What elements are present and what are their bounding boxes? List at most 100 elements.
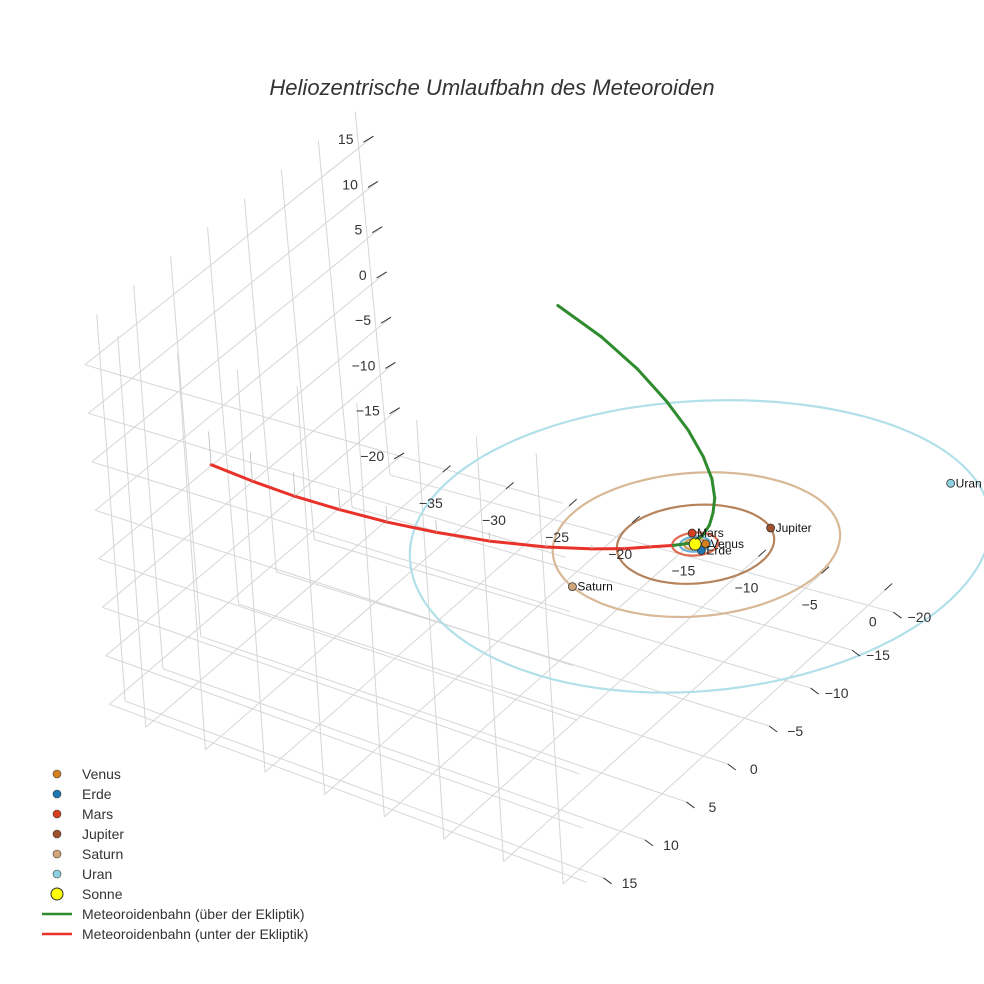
wall-gridline xyxy=(96,314,126,702)
legend-label: Erde xyxy=(82,786,112,802)
orbit-mars xyxy=(671,531,720,557)
floor-gridline xyxy=(264,505,570,773)
y-tick-label: −20 xyxy=(908,609,932,625)
x-tick xyxy=(505,482,514,490)
wall-gridline xyxy=(207,227,240,605)
floor-gridline xyxy=(162,668,646,841)
floor-gridline xyxy=(562,589,886,885)
x-tick xyxy=(695,532,704,540)
z-tick-label: 0 xyxy=(359,267,367,283)
x-tick-label: 0 xyxy=(869,613,877,629)
z-tick-label: −20 xyxy=(360,448,384,464)
wall-gridline xyxy=(475,436,505,862)
meteoroid-track-segment xyxy=(385,520,439,534)
y-tick-label: 5 xyxy=(708,799,716,815)
planet-label: Venus xyxy=(711,537,744,551)
meteoroid-track-segment xyxy=(711,496,717,515)
legend-label: Mars xyxy=(82,806,113,822)
wall-gridline xyxy=(94,271,387,511)
y-tick xyxy=(768,725,778,733)
orbit-erde xyxy=(678,535,712,553)
y-tick xyxy=(727,763,737,771)
z-tick xyxy=(367,181,379,188)
meteoroid-track-segment xyxy=(648,543,675,549)
y-tick xyxy=(686,801,695,809)
wall-gridline xyxy=(317,140,353,508)
y-tick-label: −15 xyxy=(866,647,890,663)
x-tick-label: −20 xyxy=(608,546,632,562)
x-tick xyxy=(758,549,767,557)
wall-gridline xyxy=(98,316,392,560)
meteoroid-track-segment xyxy=(635,367,668,403)
ecliptic-dropline xyxy=(292,472,296,497)
ecliptic-dropline xyxy=(249,452,253,482)
y-tick-label: 15 xyxy=(622,875,638,891)
z-tick xyxy=(363,135,374,143)
meteoroid-track-segment xyxy=(622,545,652,551)
meteoroid-track-segment xyxy=(544,545,594,551)
planet-marker-jupiter xyxy=(766,523,776,533)
x-tick xyxy=(821,566,830,574)
legend-label: Jupiter xyxy=(82,826,124,842)
meteoroid-track-segment xyxy=(664,399,690,432)
floor-gridline xyxy=(503,573,822,863)
wall-gridline xyxy=(296,386,326,795)
wall-gridline xyxy=(354,111,391,475)
meteoroid-track-segment xyxy=(488,539,548,549)
wall-gridline xyxy=(416,419,445,840)
legend-marker-swatch xyxy=(52,769,62,779)
meteoroid-track-segment xyxy=(671,541,693,547)
ecliptic-dropline xyxy=(338,490,341,510)
planet-marker-saturn xyxy=(568,582,577,592)
floor-gridline xyxy=(324,522,633,795)
floor-gridline xyxy=(443,556,759,840)
z-tick-label: 15 xyxy=(338,131,354,147)
chart-title: Heliozentrische Umlaufbahn des Meteoroid… xyxy=(269,75,714,100)
ecliptic-dropline xyxy=(488,532,490,542)
meteoroid-track-segment xyxy=(707,511,715,527)
wall-gridline xyxy=(243,198,277,572)
z-tick xyxy=(393,452,405,460)
legend: Venus Erde Mars Jupiter Saturn Uran Sonne Meteo… xyxy=(42,766,308,942)
x-tick-label: −25 xyxy=(545,529,569,545)
legend-label: Meteoroidenbahn (über der Ekliptik) xyxy=(82,906,305,922)
meteoroid-track-segment xyxy=(209,463,254,483)
floor-gridline xyxy=(200,635,687,803)
meteoroid-track-segment xyxy=(435,530,492,543)
meteoroid-track-segment xyxy=(599,335,639,371)
y-tick xyxy=(851,649,861,657)
legend-label: Uran xyxy=(82,866,112,882)
floor-gridline xyxy=(145,471,444,728)
x-tick-label: −5 xyxy=(802,596,818,612)
z-tick xyxy=(385,362,396,369)
z-tick-label: 5 xyxy=(354,222,362,238)
legend-label: Saturn xyxy=(82,846,123,862)
meteoroid-track-segment xyxy=(250,479,297,498)
planet-label: Mars xyxy=(697,526,724,540)
sun-marker xyxy=(688,537,702,551)
meteoroid-track-segment xyxy=(686,428,705,458)
x-tick-label: −15 xyxy=(672,563,696,579)
floor-gridline xyxy=(389,474,894,613)
y-tick-label: −10 xyxy=(825,685,849,701)
wall-gridline xyxy=(87,181,379,414)
x-tick xyxy=(884,583,893,591)
wall-gridline xyxy=(105,655,584,829)
wall-gridline xyxy=(133,285,164,669)
floor-gridline xyxy=(205,488,507,751)
wall-gridline xyxy=(95,509,573,667)
x-tick xyxy=(568,498,577,507)
z-tick xyxy=(389,407,401,415)
wall-gridline xyxy=(236,369,266,773)
orbit-jupiter xyxy=(615,503,776,585)
legend-label: Sonne xyxy=(82,886,123,902)
meteoroid-track-segment xyxy=(293,494,342,512)
planet-marker-mars xyxy=(687,528,697,538)
planet-marker-uran xyxy=(946,478,956,488)
wall-gridline xyxy=(109,703,587,883)
legend-marker-swatch xyxy=(52,809,62,819)
ecliptic-dropline xyxy=(435,520,437,533)
legend-sun-swatch xyxy=(50,887,64,901)
